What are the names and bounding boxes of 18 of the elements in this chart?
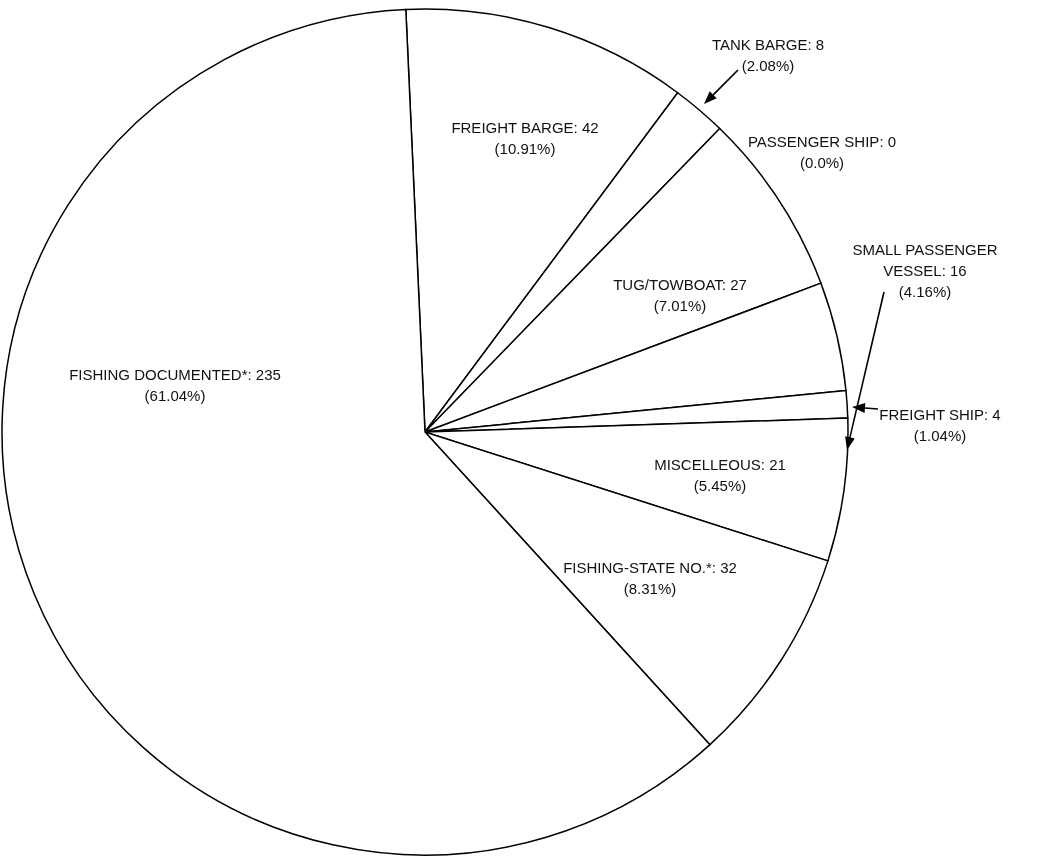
data-label: (10.91%) <box>494 140 556 157</box>
slice-label: FISHING-STATE NO.*: 32 <box>563 559 737 576</box>
slice-label: MISCELLEOUS: 21 <box>654 456 786 473</box>
data-label: (5.45%) <box>693 477 747 494</box>
category-label: PASSENGER SHIP: 0 <box>747 133 897 150</box>
data-label: (7.01%) <box>653 297 707 314</box>
data-label: (1.04%) <box>913 427 967 444</box>
slice-label: TUG/TOWBOAT: 27 <box>613 276 747 293</box>
slice-label: TANK BARGE: 8 <box>711 36 825 53</box>
data-label: (8.31%) <box>623 580 677 597</box>
legend-label: FREIGHT SHIP: 4 <box>879 406 1001 423</box>
text: (0.0%) <box>799 154 845 171</box>
slice-label: FREIGHT BARGE: 42 <box>451 119 599 136</box>
slice-label: SMALL PASSENGER VESSEL: 16 <box>852 241 998 279</box>
data-label: (4.16%) <box>898 283 952 300</box>
data-label: (61.04%) <box>144 387 206 404</box>
slice-label: FISHING DOCUMENTED*: 235 <box>69 366 281 383</box>
data-label: (2.08%) <box>741 57 795 74</box>
